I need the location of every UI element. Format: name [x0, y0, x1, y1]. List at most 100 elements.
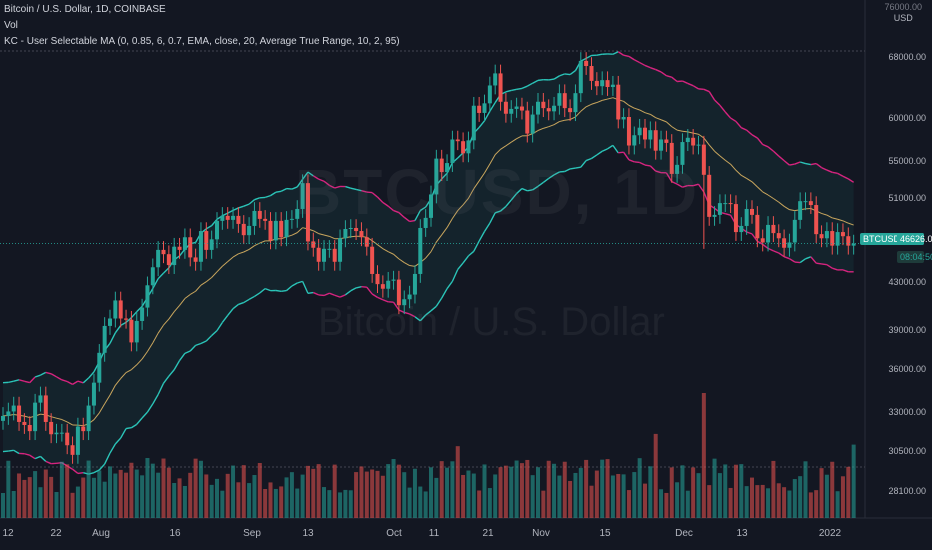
keltner-basis-line	[120, 372, 127, 379]
volume-bar	[514, 460, 519, 518]
keltner-lower-band	[24, 453, 30, 456]
price-axis-top-label: 76000.00	[884, 2, 922, 12]
keltner-basis-line	[131, 364, 138, 371]
candle-body	[300, 183, 305, 209]
keltner-upper-band	[120, 321, 127, 327]
time-tick-label: 15	[599, 528, 611, 539]
candle-body	[91, 382, 96, 406]
candle-body	[514, 106, 519, 109]
candle-body	[386, 280, 391, 289]
keltner-lower-band	[291, 282, 298, 287]
keltner-upper-band	[526, 82, 533, 87]
candle-body	[27, 424, 32, 432]
price-tick-label: 55000.00	[888, 156, 926, 167]
candle-body	[17, 405, 22, 422]
candle-body	[643, 127, 647, 140]
candle-body	[675, 164, 680, 174]
volume-bar	[231, 465, 236, 518]
volume-bar	[402, 472, 407, 518]
volume-bar	[380, 475, 385, 518]
volume-bar	[33, 471, 38, 518]
chart-title: Bitcoin / U.S. Dollar, 1D, COINBASE	[4, 4, 166, 15]
keltner-upper-band	[612, 51, 619, 55]
keltner-lower-band	[398, 309, 405, 314]
keltner-upper-band	[13, 379, 20, 382]
keltner-upper-band	[794, 161, 801, 165]
candle-body	[295, 208, 300, 219]
volume-bar	[284, 477, 289, 518]
keltner-lower-band	[334, 294, 341, 298]
candle-body	[680, 142, 685, 165]
candle-body	[166, 254, 171, 266]
candle-body	[519, 106, 524, 111]
volume-bar	[134, 469, 139, 518]
keltner-basis-line	[227, 256, 234, 262]
candle-body	[316, 247, 321, 262]
keltner-basis-line	[741, 174, 747, 179]
volume-bar	[728, 487, 733, 518]
keltner-basis-line	[714, 150, 721, 157]
volume-bar	[675, 482, 680, 518]
keltner-lower-band	[39, 455, 47, 462]
keltner-upper-band	[741, 127, 747, 131]
keltner-basis-line	[489, 154, 496, 165]
time-tick-label: Oct	[386, 528, 402, 539]
keltner-basis-line	[826, 214, 833, 219]
keltner-basis-line	[248, 245, 255, 250]
candle-body	[755, 214, 760, 239]
volume-bar	[54, 492, 59, 518]
candle-body	[236, 215, 241, 224]
keltner-basis-line	[205, 277, 212, 283]
candle-body	[664, 139, 669, 143]
price-tick-label: 39000.00	[888, 324, 926, 335]
keltner-basis-line	[527, 133, 533, 137]
volume-bar	[643, 483, 647, 518]
keltner-upper-band	[130, 311, 138, 319]
candle-body	[605, 80, 610, 87]
candle-body	[717, 203, 722, 215]
candle-body	[241, 223, 246, 236]
candle-body	[536, 101, 540, 115]
keltner-upper-band	[371, 192, 378, 198]
keltner-upper-band	[414, 210, 421, 221]
keltner-basis-line	[446, 218, 453, 228]
keltner-basis-line	[708, 144, 715, 152]
keltner-upper-band	[548, 78, 555, 81]
volume-bar	[653, 433, 658, 518]
volume-bar	[546, 460, 551, 518]
keltner-lower-band	[510, 193, 518, 201]
keltner-basis-line	[735, 169, 742, 176]
keltner-lower-band	[157, 382, 165, 395]
volume-bar	[289, 472, 294, 518]
volume-bar	[129, 462, 134, 518]
candle-body	[728, 203, 733, 205]
keltner-basis-line	[457, 204, 464, 211]
price-tick-label: 68000.00	[888, 52, 926, 62]
keltner-lower-band	[746, 231, 753, 235]
volume-bar	[209, 484, 214, 518]
keltner-basis-line	[730, 163, 737, 171]
keltner-lower-band	[521, 187, 528, 192]
keltner-upper-band	[537, 78, 544, 82]
keltner-upper-band	[805, 162, 811, 166]
volume-bar	[311, 468, 316, 518]
volume-bar	[530, 475, 535, 518]
keltner-basis-line	[211, 271, 218, 278]
candle-body	[338, 238, 343, 262]
keltner-upper-band	[724, 111, 732, 119]
volume-bar	[712, 458, 717, 518]
keltner-basis-line	[468, 188, 475, 199]
volume-bar	[118, 469, 123, 518]
keltner-upper-band	[441, 172, 448, 180]
keltner-upper-band	[799, 161, 806, 165]
keltner-upper-band	[18, 379, 25, 382]
candle-body	[840, 232, 845, 237]
keltner-upper-band	[40, 371, 47, 376]
volume-bar	[156, 472, 161, 518]
candle-body	[305, 183, 310, 242]
volume-bar	[626, 490, 631, 518]
candle-body	[637, 127, 642, 136]
keltner-upper-band	[596, 53, 603, 56]
keltner-lower-band	[810, 256, 817, 264]
